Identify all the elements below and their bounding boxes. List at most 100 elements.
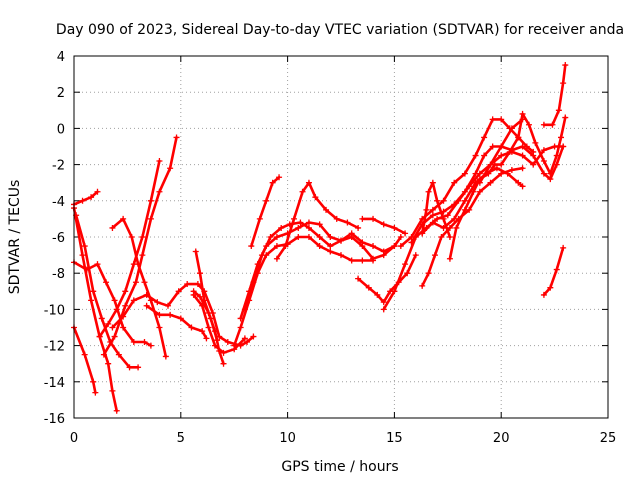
- y-tick-label: 4: [57, 50, 65, 65]
- data-point: [470, 188, 477, 195]
- series-trace: [74, 214, 140, 369]
- data-point: [220, 349, 227, 356]
- data-point: [128, 234, 135, 240]
- data-point: [553, 152, 560, 159]
- x-tick-label: 5: [177, 431, 185, 446]
- data-point: [481, 134, 488, 141]
- data-point: [105, 320, 112, 327]
- x-tick-label: 15: [386, 431, 403, 446]
- data-point: [540, 291, 547, 298]
- data-point: [111, 297, 118, 304]
- data-point: [476, 179, 483, 186]
- data-point: [461, 206, 468, 213]
- data-point: [508, 125, 515, 132]
- data-point: [199, 328, 206, 335]
- data-point: [100, 351, 107, 358]
- series-trace-6: [96, 157, 163, 340]
- data-point: [194, 281, 201, 288]
- data-point: [560, 80, 567, 87]
- data-point: [451, 201, 458, 208]
- data-point: [429, 179, 436, 186]
- series-trace: [542, 246, 565, 297]
- data-point: [197, 270, 204, 277]
- data-point: [278, 224, 285, 231]
- data-point: [355, 275, 362, 282]
- data-point: [461, 197, 468, 204]
- data-point: [519, 143, 526, 150]
- data-point: [305, 219, 312, 226]
- data-point: [175, 288, 182, 295]
- data-point: [481, 152, 488, 159]
- x-tick-label: 20: [493, 431, 510, 446]
- plot-frame: [73, 55, 609, 419]
- data-point: [444, 212, 451, 219]
- series-trace-30: [540, 244, 567, 298]
- data-point: [547, 176, 554, 183]
- series-trace: [382, 145, 565, 311]
- data-point: [461, 170, 468, 177]
- x-tick-label: 0: [70, 431, 78, 446]
- data-point: [429, 206, 436, 213]
- y-axis-title: SDTVAR / TECUs: [7, 180, 23, 295]
- data-point: [506, 148, 513, 155]
- data-point: [412, 252, 419, 259]
- data-point: [276, 174, 283, 181]
- data-point: [461, 188, 468, 195]
- data-point: [305, 234, 312, 240]
- data-point: [130, 338, 137, 345]
- data-point: [256, 215, 263, 222]
- data-point: [359, 215, 366, 222]
- data-point: [316, 243, 323, 250]
- data-point: [558, 134, 565, 141]
- data-point: [98, 315, 105, 322]
- data-point: [83, 266, 90, 273]
- data-point: [316, 234, 323, 240]
- data-point: [154, 299, 161, 306]
- data-point: [551, 143, 558, 150]
- data-point: [498, 116, 505, 123]
- data-point: [203, 335, 210, 342]
- data-point: [90, 288, 97, 295]
- data-point: [519, 165, 526, 172]
- data-point: [487, 161, 494, 168]
- data-point: [419, 230, 426, 237]
- data-point: [173, 134, 180, 141]
- data-point: [295, 234, 302, 240]
- data-point: [130, 297, 137, 304]
- x-tick-label: 25: [600, 431, 617, 446]
- data-point: [338, 252, 344, 259]
- data-point: [135, 261, 142, 268]
- data-point: [493, 165, 500, 172]
- series-trace: [145, 304, 208, 340]
- series-trace: [111, 217, 168, 358]
- data-point: [109, 324, 116, 331]
- data-point: [199, 302, 206, 309]
- data-point: [530, 152, 537, 159]
- data-point: [476, 188, 483, 195]
- data-point: [156, 188, 163, 195]
- data-point: [92, 389, 99, 396]
- data-point: [323, 206, 330, 213]
- data-point: [139, 252, 146, 259]
- data-point: [446, 255, 453, 262]
- data-point: [348, 257, 355, 264]
- data-point: [269, 179, 276, 186]
- data-point: [113, 306, 120, 313]
- series-trace: [111, 282, 255, 347]
- data-point: [192, 248, 199, 255]
- data-point: [327, 243, 334, 250]
- data-point: [135, 364, 142, 371]
- series-trace: [250, 176, 281, 248]
- data-point: [120, 215, 127, 222]
- data-point: [397, 243, 404, 250]
- series-trace-5: [71, 259, 154, 349]
- data-point: [404, 270, 411, 277]
- series-trace-7: [100, 134, 180, 358]
- data-point: [120, 324, 127, 331]
- y-tick-label: -14: [44, 376, 65, 391]
- data-point: [297, 219, 304, 226]
- data-point: [201, 297, 208, 304]
- data-point: [122, 302, 129, 309]
- data-point: [425, 270, 432, 277]
